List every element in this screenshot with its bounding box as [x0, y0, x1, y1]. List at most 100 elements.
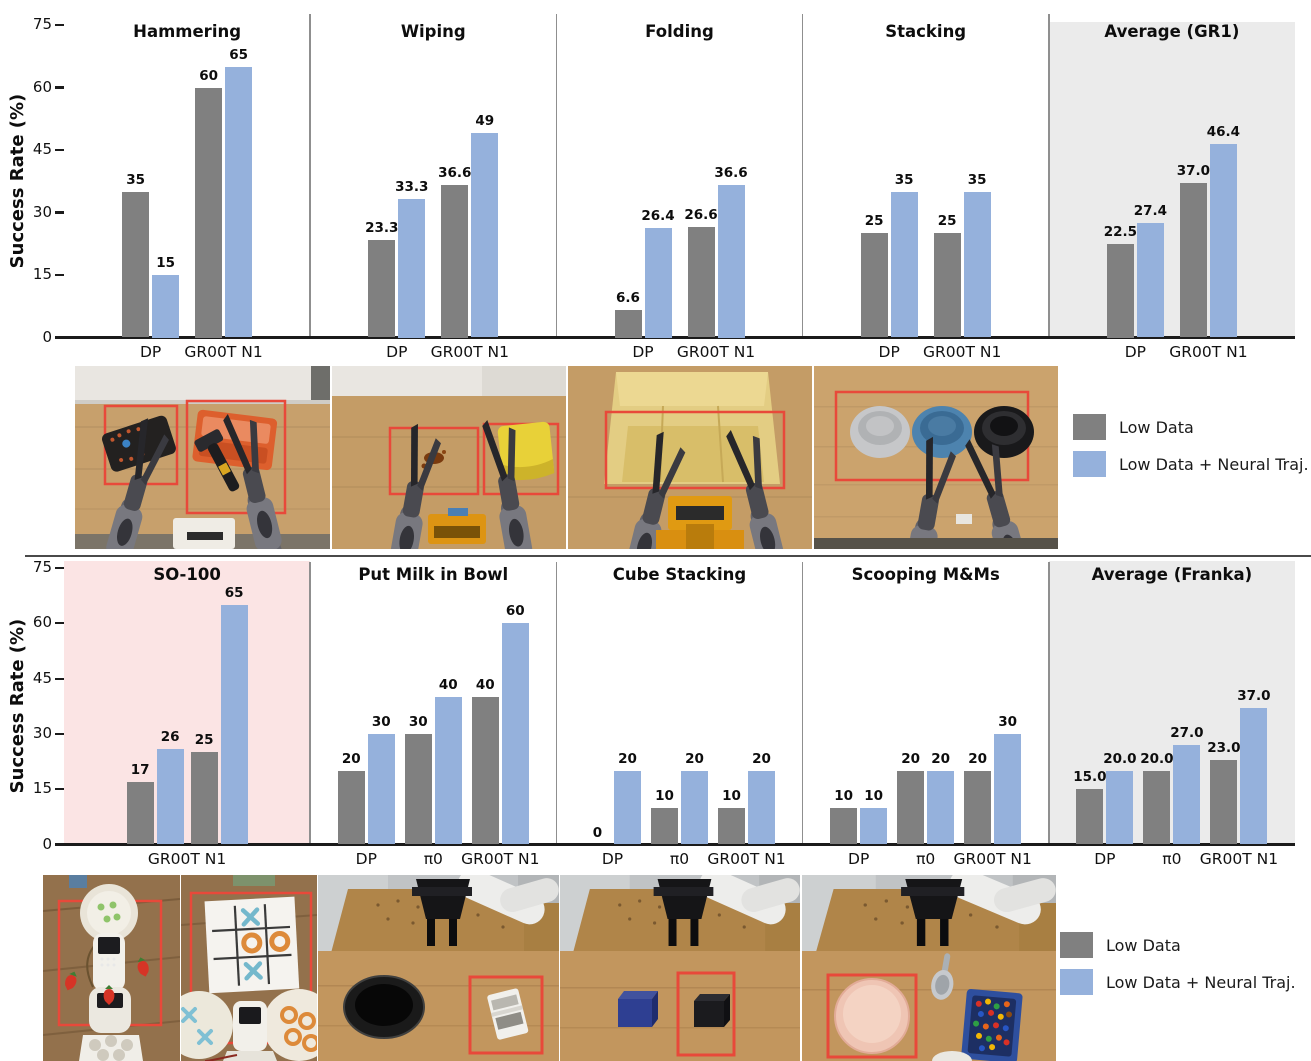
bar-value-label: 26.4: [641, 207, 675, 224]
bar-neural-traj: [152, 275, 180, 338]
panel-divider: [801, 562, 804, 845]
bar-neural-traj: [156, 748, 184, 845]
franka-gripper: [802, 875, 1056, 953]
bar-value-label: 60: [505, 603, 525, 620]
bar-value-label: 36.6: [714, 165, 748, 181]
x-tick-label: DP: [848, 850, 870, 868]
bar-value-label: 10: [655, 787, 674, 804]
milk-carton: [487, 988, 529, 1040]
bar-low-data: [830, 807, 858, 845]
section-separator: [25, 555, 1311, 557]
bar-low-data: [126, 781, 154, 845]
x-tick-label: DP: [1124, 343, 1147, 361]
legend-item-low-data: Low Data: [1060, 932, 1296, 958]
annotation-box: [468, 975, 544, 1055]
panel-title: Cube Stacking: [612, 565, 747, 584]
legend-label-neural-traj: Low Data + Neural Traj.: [1119, 454, 1309, 474]
y-tick-label: 45: [32, 668, 52, 687]
x-axis-baseline: [64, 336, 1295, 339]
panel-title: Folding: [645, 22, 714, 41]
annotation-box: [185, 399, 287, 515]
tictactoe-board: [204, 896, 300, 994]
photo-so100-strawberry-scene: [43, 875, 180, 1061]
bar-low-data: [718, 807, 745, 845]
y-tick-mark: [55, 23, 64, 27]
photo-so100-tictactoe-scene: [181, 875, 317, 1061]
bar-value-label: 23.3: [365, 220, 399, 237]
panel-title: Hammering: [133, 22, 242, 41]
x-tick-label: DP: [601, 850, 624, 868]
bar-value-label: 37.0: [1176, 163, 1211, 180]
bar-value-label: 17: [130, 761, 150, 778]
bar-low-data: [1179, 183, 1207, 338]
bar-value-label: 40: [475, 677, 495, 694]
bar-value-label: 20: [685, 750, 704, 767]
bar-low-data: [195, 87, 223, 338]
bar-low-data: [471, 697, 499, 845]
y-tick-label: 75: [32, 15, 52, 33]
photo-cube-stacking-scene: [560, 875, 800, 1061]
bar-low-data: [1210, 759, 1238, 845]
legend-swatch-neural-traj: [1060, 969, 1093, 995]
legend-label-low-data: Low Data: [1106, 935, 1181, 955]
x-tick-label: DP: [386, 343, 408, 361]
y-tick-label: 30: [32, 723, 52, 742]
bar-value-label: 46.4: [1206, 124, 1241, 141]
bar-neural-traj: [434, 697, 462, 845]
x-tick-label: DP: [878, 343, 900, 361]
legend-swatch-low-data: [1073, 414, 1106, 440]
bar-value-label: 20.0: [1103, 750, 1137, 767]
legend-item-neural-traj: Low Data + Neural Traj.: [1073, 451, 1309, 477]
panel-highlight-background: [64, 561, 311, 845]
x-tick-label: GR00T N1: [461, 850, 540, 868]
x-tick-label: DP: [139, 343, 162, 361]
x-tick-label: GR00T N1: [707, 850, 786, 868]
bar-neural-traj: [225, 66, 253, 338]
annotation-box: [676, 971, 736, 1057]
bar-value-label: 60: [199, 67, 218, 84]
black-cube: [694, 994, 730, 1027]
spoon: [931, 953, 954, 1000]
bar-neural-traj: [501, 623, 529, 845]
y-tick-mark: [55, 677, 64, 680]
bar-neural-traj: [614, 770, 641, 845]
legend-label-neural-traj: Low Data + Neural Traj.: [1106, 972, 1296, 992]
bar-low-data: [933, 233, 961, 338]
y-tick-label: 60: [32, 77, 52, 96]
photo-folding-scene: [568, 366, 812, 549]
bar-value-label: 35: [967, 171, 987, 188]
y-tick-mark: [55, 788, 64, 791]
bar-value-label: 30: [998, 713, 1018, 730]
photo-put-milk-in-bowl-scene: [318, 875, 559, 1061]
bar-low-data: [1143, 770, 1171, 845]
x-tick-label: DP: [632, 343, 654, 361]
bar-value-label: 35: [126, 171, 145, 188]
bar-value-label: 27.0: [1170, 724, 1204, 741]
annotation-box: [388, 426, 480, 496]
legend-franka: Low Data Low Data + Neural Traj.: [1060, 932, 1296, 995]
bar-value-label: 65: [224, 584, 244, 601]
so100-arm: [79, 933, 143, 1061]
panel-title: Average (GR1): [1104, 22, 1240, 41]
bar-value-label: 30: [408, 713, 428, 730]
bar-neural-traj: [1136, 223, 1164, 338]
panel-highlight-background: [1048, 22, 1295, 338]
x-tick-label: GR00T N1: [147, 850, 227, 868]
x-tick-label: GR00T N1: [184, 343, 263, 361]
bar-value-label: 25: [937, 213, 957, 230]
bar-neural-traj: [748, 770, 775, 845]
panel-title: Put Milk in Bowl: [358, 565, 509, 584]
bar-low-data: [441, 185, 469, 338]
y-tick-label: 0: [42, 327, 52, 346]
x-tick-label: GR00T N1: [1199, 850, 1279, 868]
panel-title: SO-100: [153, 565, 221, 584]
bar-low-data: [614, 310, 642, 338]
y-tick-mark: [55, 211, 64, 214]
bar-value-label: 30: [371, 713, 391, 730]
legend-item-neural-traj: Low Data + Neural Traj.: [1060, 969, 1296, 995]
bar-low-data: [1106, 243, 1134, 338]
bar-value-label: 20: [752, 750, 771, 767]
bar-value-label: 26: [160, 728, 180, 745]
panel-divider: [555, 562, 558, 845]
